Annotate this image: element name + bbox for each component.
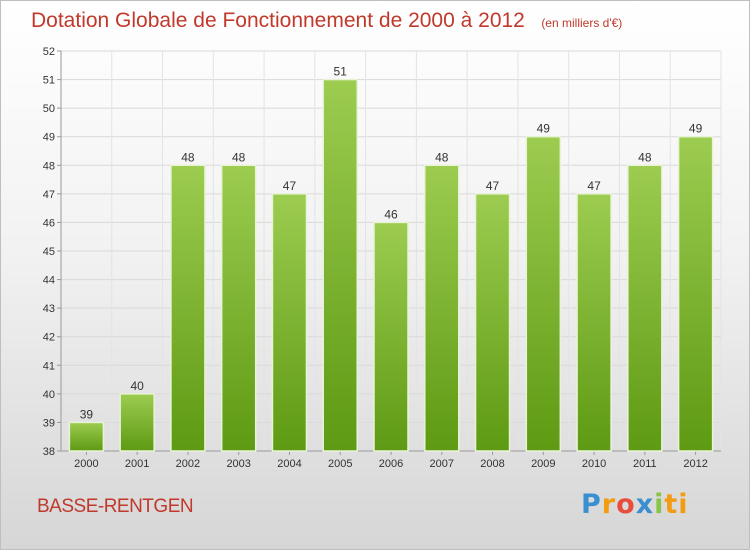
y-tick-labels: 38 39 40 41 42 43 44 45 46 47 48 49 50 51 52: [43, 46, 55, 458]
bar: [474, 193, 511, 452]
bar: [373, 221, 409, 452]
y-tick-label: 46: [43, 217, 55, 229]
bar: [322, 78, 358, 452]
bar: [576, 193, 612, 452]
y-tick-label: 43: [43, 303, 55, 315]
data-label: 48: [181, 150, 195, 164]
x-tick-labels: 2000 2001 2002 2003 2004 2005 2006 2007 2008 2009…: [74, 458, 708, 470]
y-tick-label: 40: [43, 389, 55, 401]
y-tick-label: 47: [43, 189, 55, 201]
x-tick-label: 2001: [125, 458, 149, 470]
y-tick-label: 44: [43, 275, 55, 287]
x-tick-label: 2004: [277, 458, 301, 470]
data-label: 51: [334, 65, 348, 79]
bar: [525, 135, 562, 452]
bar: [119, 393, 155, 452]
data-label: 40: [130, 379, 144, 393]
bar: [677, 135, 714, 452]
y-tick-label: 39: [43, 417, 55, 429]
x-tick-label: 2009: [531, 458, 555, 470]
x-tick-label: 2006: [379, 458, 403, 470]
data-label: 49: [537, 122, 551, 136]
data-label: 48: [232, 150, 246, 164]
y-tick-label: 52: [43, 46, 55, 58]
data-label: 47: [587, 179, 601, 193]
bar: [271, 193, 308, 452]
x-tick-label: 2010: [582, 458, 606, 470]
bar: [220, 164, 257, 452]
y-tick-label: 51: [43, 75, 55, 87]
data-label: 48: [435, 150, 449, 164]
data-labels: 39 40 48 48 47 51 46 48 47 49 47 48 49: [80, 65, 703, 422]
bars: [68, 78, 714, 452]
x-tick-label: 2011: [633, 458, 657, 470]
data-label: 46: [384, 207, 398, 221]
y-tick-label: 41: [43, 360, 55, 372]
x-tick-label: 2012: [683, 458, 707, 470]
data-label: 47: [283, 179, 297, 193]
data-label: 49: [689, 122, 703, 136]
y-tick-label: 38: [43, 446, 55, 458]
x-tick-label: 2008: [480, 458, 504, 470]
x-tick-label: 2005: [328, 458, 352, 470]
y-tick-label: 45: [43, 246, 55, 258]
bar: [424, 164, 460, 452]
data-label: 47: [486, 179, 500, 193]
bar: [68, 421, 105, 452]
chart-title: Dotation Globale de Fonctionnement de 20…: [31, 9, 622, 33]
bar: [170, 164, 206, 452]
y-tick-label: 50: [43, 103, 55, 115]
x-tick-label: 2003: [226, 458, 250, 470]
chart-unit: (en milliers d'€): [541, 16, 623, 30]
data-label: 39: [80, 407, 94, 421]
y-tick-label: 49: [43, 132, 55, 144]
bar: [627, 164, 663, 452]
commune-name: BASSE-RENTGEN: [37, 496, 194, 517]
data-label: 48: [638, 150, 652, 164]
proxiti-logo: Proxiti: [581, 489, 689, 520]
x-tick-label: 2002: [176, 458, 200, 470]
y-tick-label: 42: [43, 332, 55, 344]
x-tick-label: 2007: [430, 458, 454, 470]
chart-title-text: Dotation Globale de Fonctionnement de 20…: [31, 9, 525, 32]
x-tick-label: 2000: [74, 458, 98, 470]
y-tick-label: 48: [43, 160, 55, 172]
